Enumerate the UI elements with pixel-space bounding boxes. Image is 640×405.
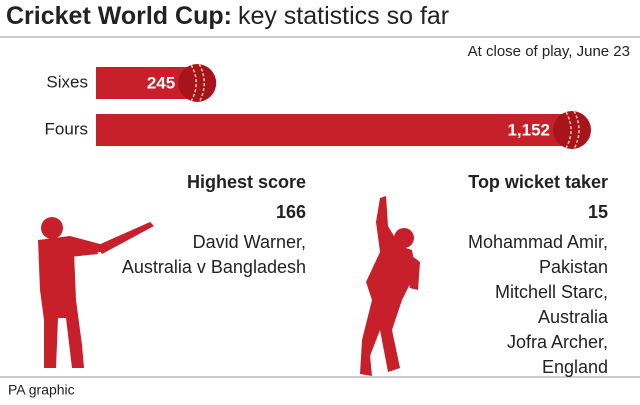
ball bbox=[178, 64, 217, 102]
title: Cricket World Cup: key statistics so far bbox=[6, 2, 449, 30]
panel-line: England bbox=[542, 357, 608, 377]
value-label: 245 bbox=[147, 73, 175, 92]
panel-line: David Warner, bbox=[193, 232, 306, 252]
panel-heading: Top wicket taker bbox=[468, 172, 608, 192]
title-rest: key statistics so far bbox=[238, 2, 449, 30]
category-label: Sixes bbox=[46, 72, 88, 91]
panel-line: Mohammad Amir, bbox=[468, 232, 608, 252]
title-bold: Cricket World Cup: bbox=[6, 2, 232, 30]
panel-line: Australia bbox=[538, 307, 609, 327]
bowler-icon bbox=[360, 196, 420, 376]
panel-line: Australia v Bangladesh bbox=[122, 257, 306, 277]
panel-line: Mitchell Starc, bbox=[495, 282, 608, 302]
bar bbox=[96, 114, 572, 146]
ball-seam bbox=[573, 110, 580, 150]
value-label: 1,152 bbox=[507, 120, 550, 139]
source: PA graphic bbox=[8, 382, 75, 398]
ball bbox=[553, 111, 591, 149]
panel-line: Pakistan bbox=[539, 257, 608, 277]
category-label: Fours bbox=[45, 119, 88, 138]
panel-line: Jofra Archer, bbox=[507, 332, 608, 352]
subtitle: At close of play, June 23 bbox=[468, 43, 630, 60]
batsman-icon bbox=[38, 217, 154, 368]
panel-value: 166 bbox=[276, 202, 306, 222]
panel-value: 15 bbox=[588, 202, 608, 222]
ball-seam bbox=[198, 63, 205, 103]
panel-heading: Highest score bbox=[187, 172, 306, 192]
